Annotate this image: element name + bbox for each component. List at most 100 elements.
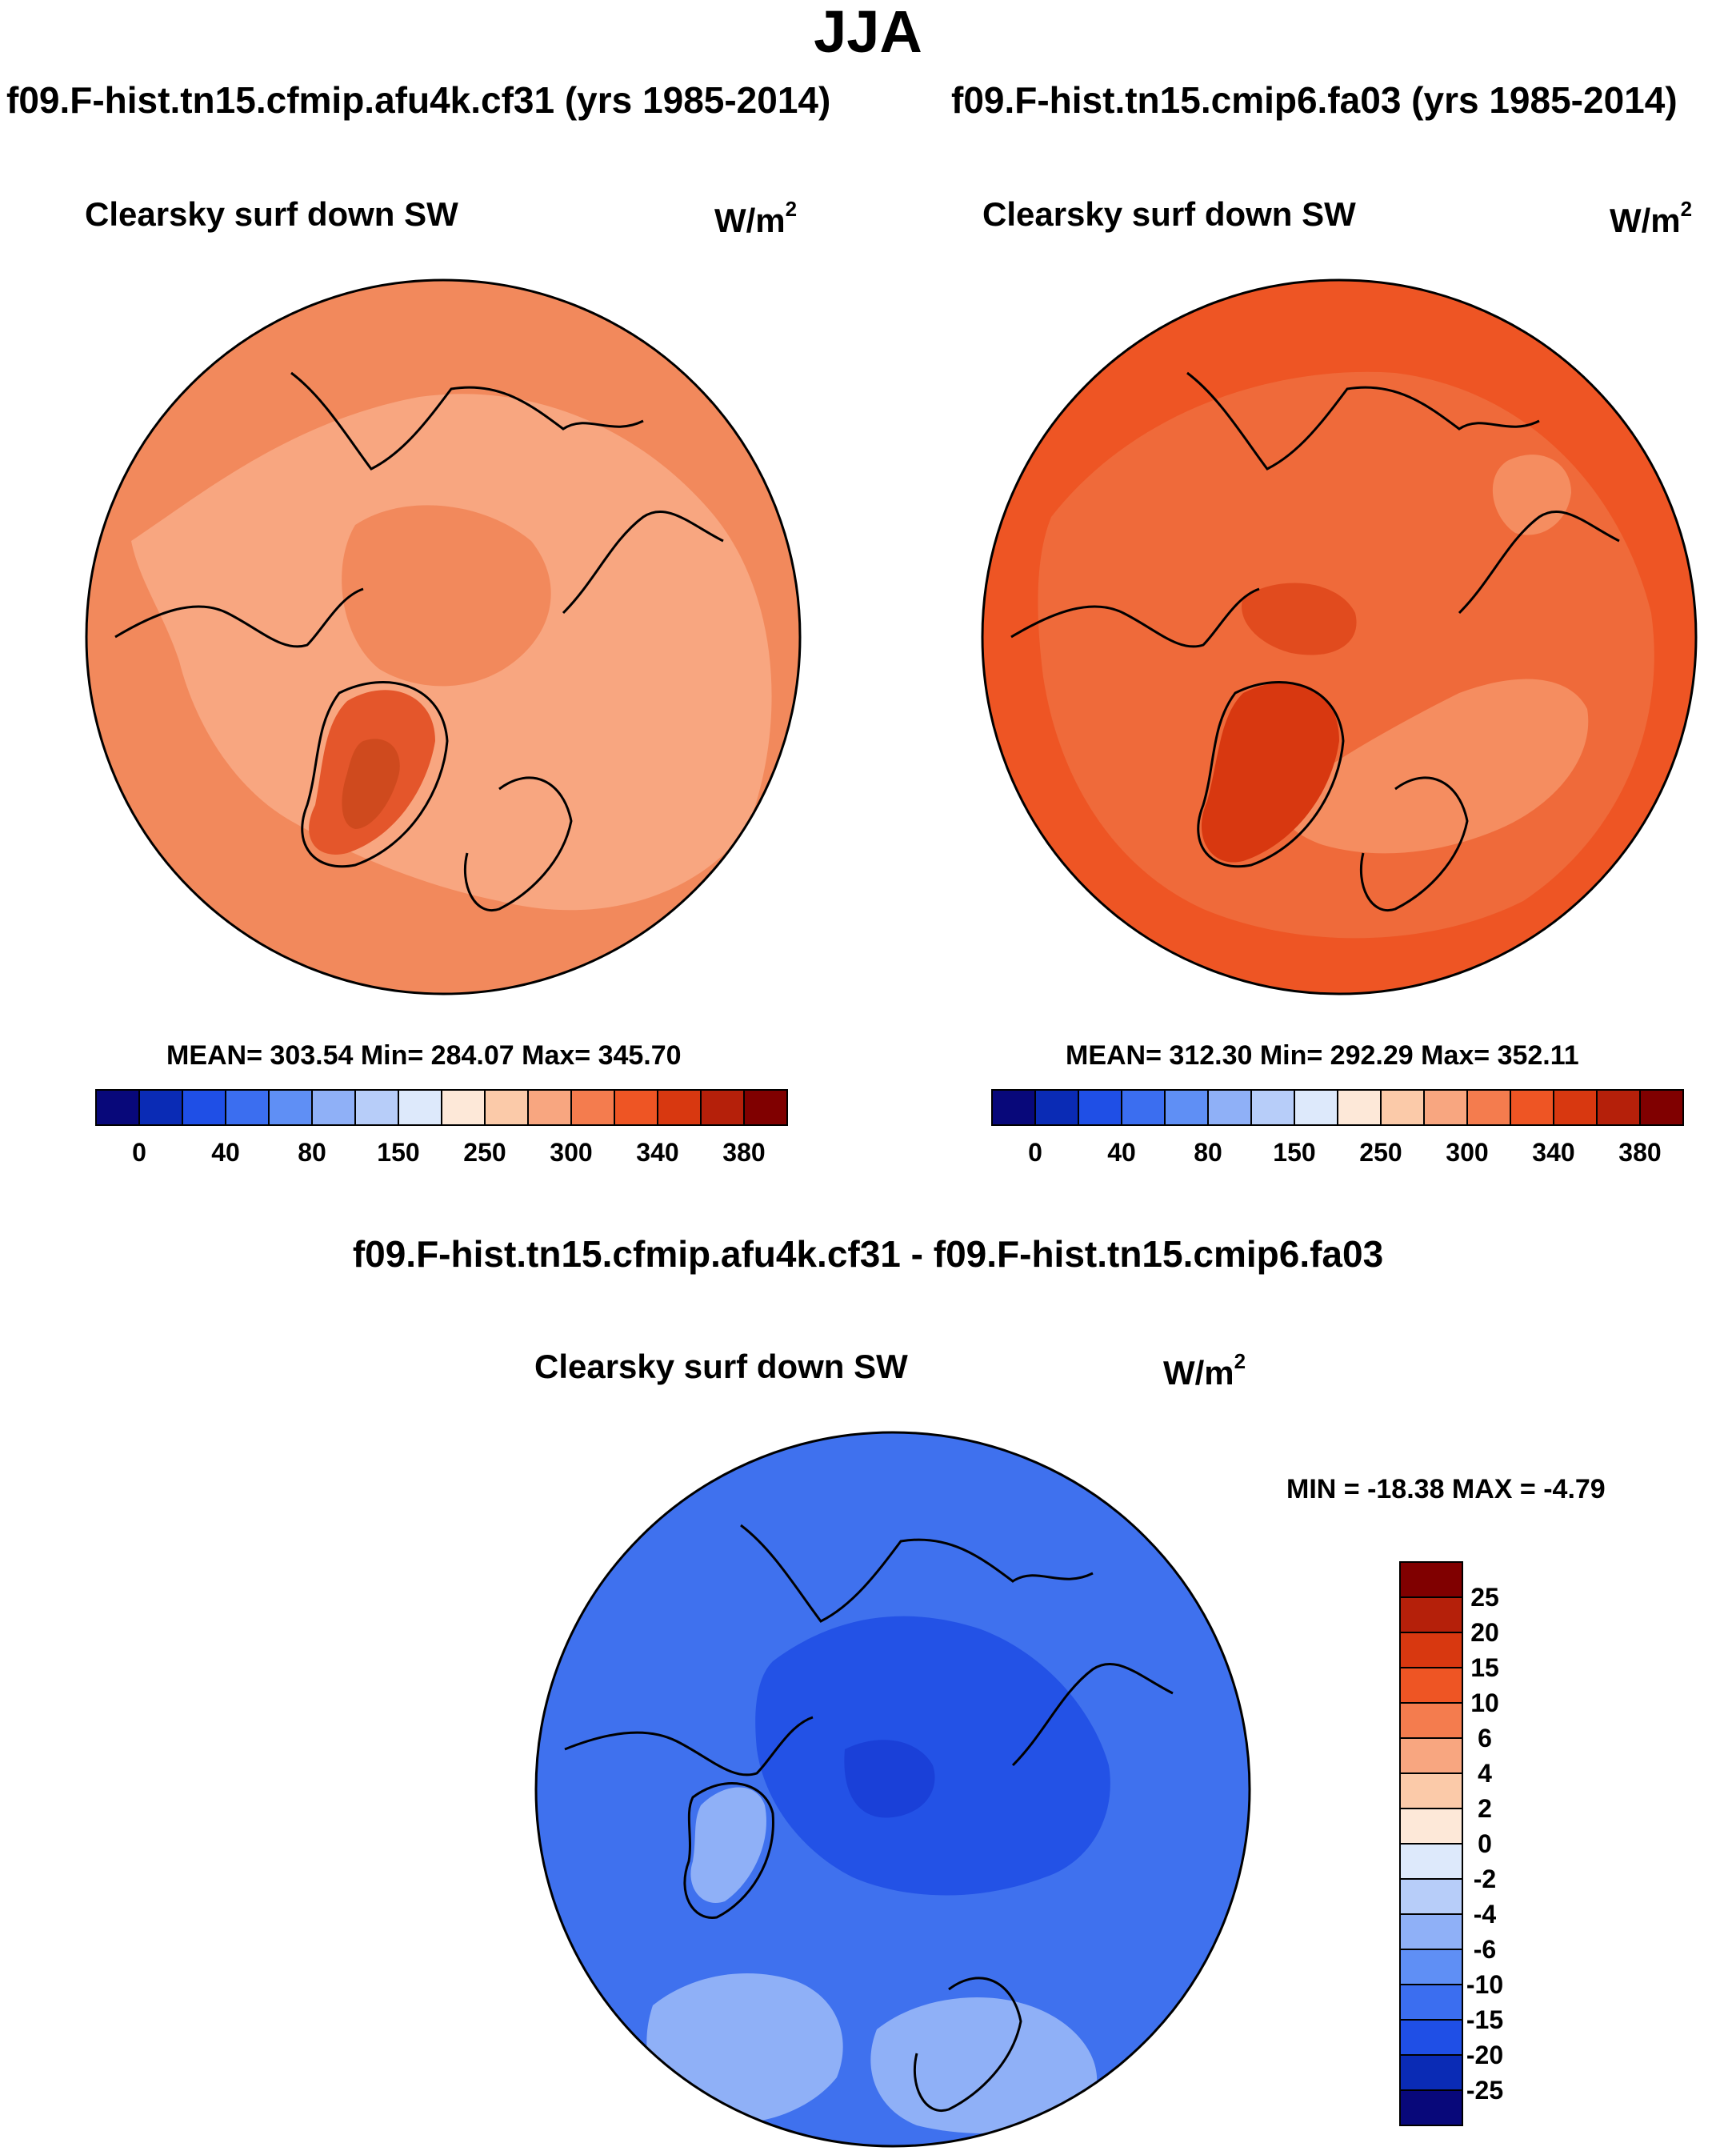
panel1-colorbar-boxes xyxy=(95,1089,788,1126)
panel1-colorbar-box xyxy=(268,1089,313,1126)
panel2-variable-title: Clearsky surf down SW xyxy=(982,195,1356,233)
panel1-colorbar-box xyxy=(527,1089,572,1126)
map2-coast-canada xyxy=(1010,587,1260,648)
diff-colorbar-box xyxy=(1399,1984,1463,2021)
panel2-polar-map xyxy=(981,278,1698,995)
diff-colorbar-label: 10 xyxy=(1470,1688,1499,1717)
panel2-units: W/m2 xyxy=(1610,197,1693,239)
diff-colorbar-label: -2 xyxy=(1474,1865,1496,1893)
diff-coast-ne xyxy=(740,1524,1094,1623)
panel1-colorbar-tick: 250 xyxy=(463,1138,506,1167)
panel2-colorbar-box xyxy=(991,1089,1036,1126)
diff-coast-scandinavia xyxy=(913,1977,1022,2113)
panel1-colorbar-box xyxy=(354,1089,399,1126)
diff-colorbar-box xyxy=(1399,1561,1463,1598)
map1-outline xyxy=(85,278,802,995)
diff-colorbar-box xyxy=(1399,1667,1463,1704)
diff-colorbar-label: -25 xyxy=(1466,2076,1503,2105)
map1-greenland-peak xyxy=(342,739,400,829)
panel2-colorbar-box xyxy=(1423,1089,1468,1126)
panel2-colorbar-boxes xyxy=(991,1089,1684,1126)
panel1-colorbar-box xyxy=(182,1089,226,1126)
panel1-colorbar-tick: 300 xyxy=(550,1138,592,1167)
panel2-colorbar: 0 40 80 150 250 300 340 380 xyxy=(991,1089,1684,1167)
diff-colorbar-box xyxy=(1399,1843,1463,1880)
map2-central-high xyxy=(1242,583,1357,655)
diff-colorbar-box xyxy=(1399,1949,1463,1985)
panel2-colorbar-box xyxy=(1164,1089,1209,1126)
panel2-colorbar-box xyxy=(1553,1089,1598,1126)
map1-coast-canada xyxy=(114,587,364,648)
panel2-case-title: f09.F-hist.tn15.cmip6.fa03 (yrs 1985-201… xyxy=(951,79,1678,121)
diff-colorbar-box xyxy=(1399,1878,1463,1915)
diff-colorbar-box xyxy=(1399,1737,1463,1774)
diff-central-darker xyxy=(844,1740,935,1818)
diff-variable-title: Clearsky surf down SW xyxy=(534,1348,908,1385)
panel1-colorbar-box xyxy=(614,1089,658,1126)
panel1-colorbar-labels: 0 40 80 150 250 300 340 380 xyxy=(132,1138,766,1167)
panel2-colorbar-tick: 0 xyxy=(1028,1138,1042,1167)
diff-colorbar-label: 4 xyxy=(1478,1759,1492,1788)
panel2-colorbar-tick: 340 xyxy=(1532,1138,1574,1167)
panel1-colorbar-box xyxy=(484,1089,529,1126)
diff-central-dark xyxy=(755,1616,1110,1896)
diff-colorbar-box xyxy=(1399,2054,1463,2091)
panel2-colorbar-tick: 150 xyxy=(1273,1138,1315,1167)
panel1-colorbar-tick: 0 xyxy=(132,1138,146,1167)
panel1-colorbar-box xyxy=(398,1089,442,1126)
panel1-case-title: f09.F-hist.tn15.cfmip.afu4k.cf31 (yrs 19… xyxy=(6,79,831,121)
panel2-colorbar-box xyxy=(1380,1089,1425,1126)
diff-units: W/m2 xyxy=(1163,1349,1246,1392)
diff-colorbar-box xyxy=(1399,1913,1463,1950)
diff-colorbar-label: -4 xyxy=(1474,1900,1497,1929)
diff-colorbar-label: -20 xyxy=(1466,2041,1503,2069)
diff-colorbar-label: 20 xyxy=(1470,1618,1499,1647)
panel2-colorbar-tick: 380 xyxy=(1618,1138,1661,1167)
diff-colorbar-label: 25 xyxy=(1470,1583,1499,1612)
map2-coast-greenland xyxy=(1197,681,1345,868)
diff-coast-siberia xyxy=(1011,1662,1174,1767)
panel2-colorbar-box xyxy=(1207,1089,1252,1126)
panel1-colorbar-box xyxy=(311,1089,356,1126)
panel1-stats: MEAN= 303.54 Min= 284.07 Max= 345.70 xyxy=(166,1040,682,1071)
map2-inner-region xyxy=(1038,371,1654,939)
panel2-colorbar-box xyxy=(1466,1089,1511,1126)
panel2-colorbar-tick: 250 xyxy=(1359,1138,1402,1167)
panel2-colorbar-tick: 80 xyxy=(1194,1138,1222,1167)
panel1-colorbar-box xyxy=(225,1089,270,1126)
map2-greenland-high xyxy=(1201,682,1339,863)
diff-polar-map xyxy=(534,1431,1251,2148)
map2-light-region xyxy=(1282,679,1589,854)
diff-colorbar-box xyxy=(1399,1632,1463,1668)
panel2-colorbar-labels: 0 40 80 150 250 300 340 380 xyxy=(1028,1138,1662,1167)
panel2-colorbar-tick: 40 xyxy=(1107,1138,1136,1167)
map2-coast-scandinavia xyxy=(1359,776,1469,912)
panel1-colorbar: 0 40 80 150 250 300 340 380 xyxy=(95,1089,788,1167)
diff-greenland-light xyxy=(690,1787,766,1903)
panel1-colorbar-tick: 340 xyxy=(636,1138,678,1167)
map1-coast-scandinavia xyxy=(463,776,573,912)
diff-europe-light xyxy=(870,1997,1098,2133)
diff-colorbar-label: -15 xyxy=(1466,2005,1503,2034)
panel1-colorbar-box xyxy=(138,1089,183,1126)
panel1-colorbar-box xyxy=(700,1089,745,1126)
map2-light-patch xyxy=(1492,455,1571,535)
panel1-colorbar-tick: 150 xyxy=(377,1138,419,1167)
diff-colorbar-label: 15 xyxy=(1470,1653,1499,1682)
panel2-colorbar-box xyxy=(1078,1089,1122,1126)
panel1-colorbar-box xyxy=(570,1089,615,1126)
main-title: JJA xyxy=(814,0,922,65)
diff-colorbar-labels: 25 20 15 10 6 4 2 0 -2 -4 -6 -10 -15 -20… xyxy=(1466,1583,1503,2105)
diff-colorbar: 25 20 15 10 6 4 2 0 -2 -4 -6 -10 -15 -20… xyxy=(1399,1561,1503,2126)
panel1-colorbar-box xyxy=(743,1089,788,1126)
diff-colorbar-box xyxy=(1399,1808,1463,1845)
diff-colorbar-label: 0 xyxy=(1478,1829,1492,1858)
diff-coast-greenland xyxy=(683,1782,774,1919)
panel1-colorbar-box xyxy=(657,1089,702,1126)
diff-colorbar-box xyxy=(1399,1596,1463,1633)
diff-colorbar-label: 2 xyxy=(1478,1794,1492,1823)
diff-colorbar-label: -6 xyxy=(1474,1935,1496,1964)
panel2-colorbar-box xyxy=(1034,1089,1079,1126)
diff-colorbar-box xyxy=(1399,1772,1463,1809)
map2-outline xyxy=(981,278,1698,995)
